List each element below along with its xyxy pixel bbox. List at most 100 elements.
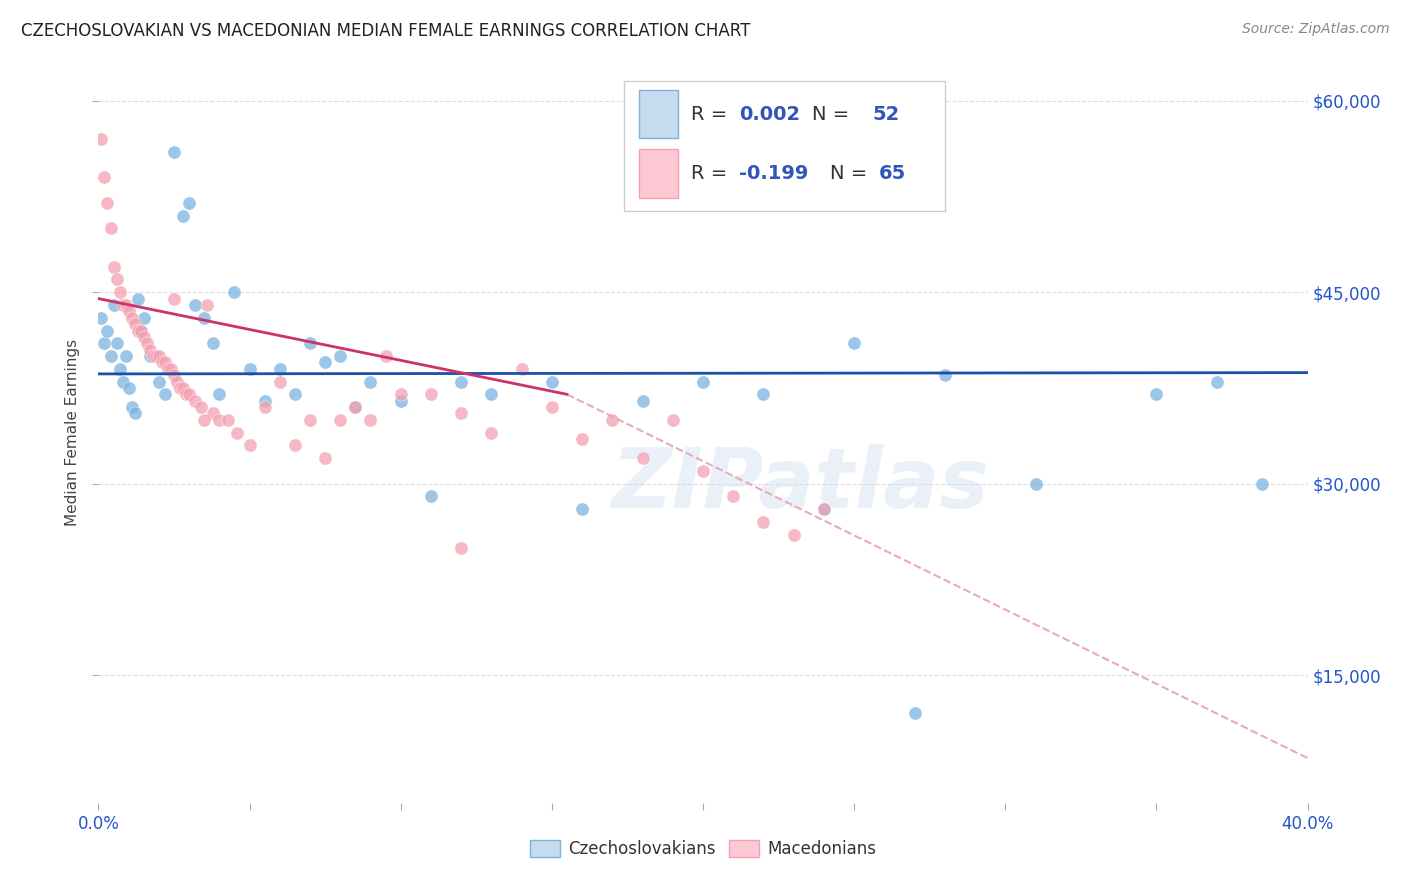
Point bbox=[105, 272, 128, 286]
Point bbox=[195, 298, 218, 312]
Point bbox=[142, 349, 165, 363]
Point bbox=[844, 336, 866, 351]
Point bbox=[174, 387, 197, 401]
Point bbox=[934, 368, 956, 383]
Point bbox=[108, 361, 131, 376]
Point bbox=[121, 310, 143, 325]
Point bbox=[160, 361, 183, 376]
Point bbox=[217, 413, 239, 427]
Point bbox=[314, 355, 336, 369]
Point bbox=[723, 490, 745, 504]
Point bbox=[813, 502, 835, 516]
Point bbox=[540, 400, 562, 414]
Point bbox=[129, 324, 152, 338]
Point bbox=[1251, 476, 1274, 491]
Point bbox=[1024, 476, 1046, 491]
Point bbox=[90, 132, 112, 146]
Point bbox=[148, 375, 170, 389]
Point bbox=[202, 407, 225, 421]
Text: Source: ZipAtlas.com: Source: ZipAtlas.com bbox=[1241, 22, 1389, 37]
Point bbox=[269, 361, 291, 376]
Point bbox=[96, 324, 118, 338]
Point bbox=[571, 432, 593, 446]
Point bbox=[166, 375, 188, 389]
Point bbox=[118, 381, 141, 395]
Point bbox=[481, 387, 503, 401]
Point bbox=[193, 413, 215, 427]
Point bbox=[172, 209, 194, 223]
Point bbox=[344, 400, 367, 414]
Point bbox=[169, 381, 191, 395]
Point bbox=[389, 393, 412, 408]
Point bbox=[253, 400, 276, 414]
Point bbox=[179, 195, 201, 210]
Text: ZIPatlas: ZIPatlas bbox=[610, 444, 988, 525]
Point bbox=[314, 451, 336, 466]
Point bbox=[692, 464, 714, 478]
Point bbox=[132, 330, 155, 344]
Point bbox=[100, 349, 122, 363]
Point bbox=[184, 393, 207, 408]
Point bbox=[127, 324, 149, 338]
Point bbox=[184, 298, 207, 312]
Point bbox=[783, 527, 806, 541]
FancyBboxPatch shape bbox=[638, 150, 678, 197]
Point bbox=[299, 336, 322, 351]
FancyBboxPatch shape bbox=[624, 81, 945, 211]
Text: R =: R = bbox=[690, 104, 734, 124]
Point bbox=[139, 343, 162, 357]
Point bbox=[329, 349, 352, 363]
Point bbox=[344, 400, 367, 414]
Point bbox=[103, 298, 125, 312]
Point bbox=[510, 361, 533, 376]
Point bbox=[389, 387, 412, 401]
Text: 65: 65 bbox=[879, 164, 905, 183]
Point bbox=[631, 451, 654, 466]
Point bbox=[420, 387, 443, 401]
Point bbox=[904, 706, 927, 721]
Point bbox=[114, 349, 136, 363]
Point bbox=[111, 375, 134, 389]
Point bbox=[284, 387, 307, 401]
Text: N =: N = bbox=[811, 104, 855, 124]
Text: N =: N = bbox=[830, 164, 873, 183]
Point bbox=[127, 292, 149, 306]
Point bbox=[202, 336, 225, 351]
Point bbox=[481, 425, 503, 440]
Point bbox=[153, 387, 176, 401]
Point bbox=[139, 349, 162, 363]
Point bbox=[114, 298, 136, 312]
Point bbox=[172, 381, 194, 395]
Point bbox=[179, 387, 201, 401]
Point bbox=[124, 407, 146, 421]
Point bbox=[90, 310, 112, 325]
Point bbox=[105, 336, 128, 351]
Point bbox=[299, 413, 322, 427]
Point bbox=[571, 502, 593, 516]
Point bbox=[269, 375, 291, 389]
Text: 52: 52 bbox=[872, 104, 900, 124]
Point bbox=[132, 310, 155, 325]
Point bbox=[253, 393, 276, 408]
Point bbox=[153, 355, 176, 369]
Point bbox=[540, 375, 562, 389]
Point bbox=[163, 368, 186, 383]
Legend: Czechoslovakians, Macedonians: Czechoslovakians, Macedonians bbox=[523, 833, 883, 865]
FancyBboxPatch shape bbox=[638, 90, 678, 138]
Point bbox=[813, 502, 835, 516]
Point bbox=[420, 490, 443, 504]
Point bbox=[226, 425, 249, 440]
Text: 0.002: 0.002 bbox=[740, 104, 800, 124]
Point bbox=[1144, 387, 1167, 401]
Point bbox=[224, 285, 246, 300]
Point bbox=[148, 349, 170, 363]
Point bbox=[374, 349, 396, 363]
Point bbox=[103, 260, 125, 274]
Point bbox=[145, 349, 167, 363]
Y-axis label: Median Female Earnings: Median Female Earnings bbox=[65, 339, 80, 526]
Point bbox=[129, 324, 152, 338]
Point bbox=[450, 407, 472, 421]
Point bbox=[661, 413, 683, 427]
Point bbox=[163, 145, 186, 159]
Point bbox=[284, 438, 307, 452]
